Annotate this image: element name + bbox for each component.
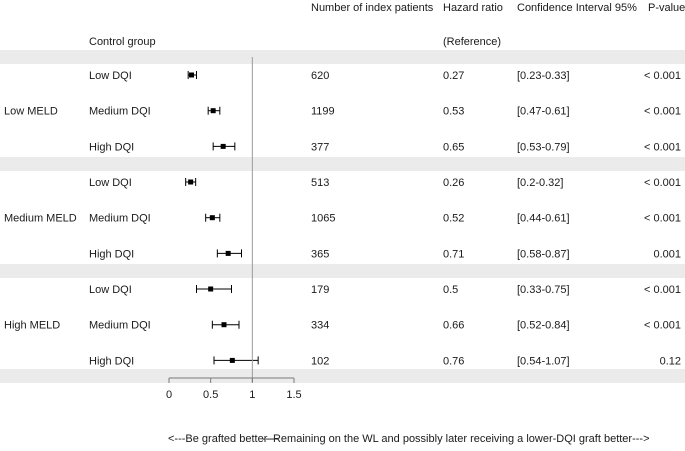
header-patients: Number of index patients: [311, 2, 434, 14]
ci-value: [0.58-0.87]: [517, 248, 570, 260]
hazard-ratio-value: 0.53: [443, 106, 464, 118]
separator-band-4: [0, 369, 685, 383]
ci-value: [0.53-0.79]: [517, 141, 570, 153]
patients-value: 102: [311, 355, 329, 367]
hazard-ratio-value: 0.66: [443, 320, 464, 332]
p-value: 0.12: [660, 355, 681, 367]
patients-value: 620: [311, 70, 329, 82]
hazard-point: [210, 108, 216, 114]
row-label: Low DQI: [89, 70, 132, 82]
hazard-ratio-value: 0.27: [443, 70, 464, 82]
patients-value: 1199: [311, 106, 335, 118]
row-label: High DQI: [89, 248, 134, 260]
axis-tick-label: 0: [166, 389, 172, 401]
hazard-point: [229, 357, 235, 363]
hazard-point: [220, 143, 226, 149]
footer-right-caption: ---Remaining on the WL and possibly late…: [262, 433, 650, 445]
row-label: Low DQI: [89, 284, 132, 296]
patients-value: 334: [311, 320, 329, 332]
p-value: < 0.001: [644, 141, 681, 153]
patients-value: 377: [311, 141, 329, 153]
separator-band-3: [0, 264, 685, 278]
hazard-point: [208, 286, 214, 292]
hazard-point: [209, 215, 215, 221]
hazard-point: [225, 250, 231, 256]
ci-value: [0.44-0.61]: [517, 213, 570, 225]
ci-value: [0.47-0.61]: [517, 106, 570, 118]
row-label: High DQI: [89, 355, 134, 367]
ci-value: [0.33-0.75]: [517, 284, 570, 296]
hazard-ratio-value: 0.52: [443, 213, 464, 225]
row-label: Medium DQI: [89, 320, 151, 332]
footer-left-caption: <---Be grafted better---: [168, 433, 279, 445]
axis-tick-label: 1.5: [286, 389, 301, 401]
ci-value: [0.52-0.84]: [517, 320, 570, 332]
group-label: High MELD: [4, 320, 60, 332]
hazard-ratio-value: 0.71: [443, 248, 464, 260]
p-value: < 0.001: [644, 320, 681, 332]
row-label: Medium DQI: [89, 106, 151, 118]
group-label: Low MELD: [4, 106, 58, 118]
row-label: High DQI: [89, 141, 134, 153]
patients-value: 365: [311, 248, 329, 260]
row-bands: [0, 50, 685, 383]
data-rows: Low MELD Low DQI 620 0.27 [0.23-0.33] < 0.001…: [4, 70, 681, 367]
p-value: < 0.001: [644, 213, 681, 225]
ci-value: [0.2-0.32]: [517, 177, 563, 189]
axis-tick-label: 1: [249, 389, 255, 401]
separator-band-1: [0, 50, 685, 64]
patients-value: 513: [311, 177, 329, 189]
hazard-point: [221, 322, 227, 328]
header-hazard-ratio: Hazard ratio: [443, 2, 503, 14]
p-value: < 0.001: [644, 284, 681, 296]
group-label: Medium MELD: [4, 213, 77, 225]
p-value: < 0.001: [644, 177, 681, 189]
ci-value: [0.23-0.33]: [517, 70, 570, 82]
p-value: 0.001: [653, 248, 681, 260]
control-group-label: Control group: [89, 36, 156, 48]
control-group-reference: (Reference): [443, 36, 501, 48]
hazard-point: [188, 179, 194, 185]
row-label: Medium DQI: [89, 213, 151, 225]
axis-tick-label: 0.5: [203, 389, 218, 401]
p-value: < 0.001: [644, 70, 681, 82]
x-axis: 0 0.5 1 1.5: [166, 377, 302, 401]
patients-value: 1065: [311, 213, 335, 225]
row-label: Low DQI: [89, 177, 132, 189]
header-p-value: P-value: [648, 2, 685, 14]
patients-value: 179: [311, 284, 329, 296]
hazard-ratio-value: 0.26: [443, 177, 464, 189]
header-confidence-interval: Confidence Interval 95%: [517, 2, 637, 14]
p-value: < 0.001: [644, 106, 681, 118]
separator-band-2: [0, 157, 685, 171]
hazard-point: [189, 72, 194, 78]
ci-value: [0.54-1.07]: [517, 355, 570, 367]
hazard-ratio-value: 0.65: [443, 141, 464, 153]
hazard-ratio-value: 0.5: [443, 284, 458, 296]
hazard-ratio-value: 0.76: [443, 355, 464, 367]
